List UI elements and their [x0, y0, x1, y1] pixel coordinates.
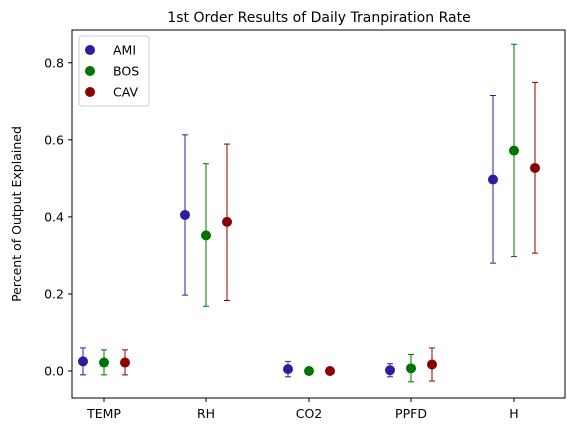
data-point-cav: [427, 359, 437, 370]
chart-title: 1st Order Results of Daily Tranpiration …: [167, 10, 470, 26]
x-tick-label: TEMP: [86, 406, 121, 421]
data-point-bos: [304, 366, 314, 377]
y-axis-label: Percent of Output Explained: [9, 126, 24, 302]
data-point-cav: [325, 366, 335, 377]
plot-area: 0.0 0.2 0.4 0.6 0.8 TEMP RH CO2 PPFD H: [44, 43, 540, 421]
y-tick-label: 0.0: [44, 364, 64, 379]
legend-marker-ami: [85, 45, 95, 55]
data-point-bos: [509, 145, 519, 156]
data-point-cav: [222, 216, 232, 227]
data-point-ami: [488, 174, 498, 185]
x-tick-label: CO2: [296, 406, 323, 421]
data-point-bos: [99, 357, 109, 368]
y-tick-label: 0.2: [44, 286, 64, 301]
y-tick-label: 0.8: [44, 55, 64, 70]
legend-marker-cav: [85, 87, 95, 97]
x-tick-label: PPFD: [395, 406, 427, 421]
legend-label-ami: AMI: [113, 43, 136, 58]
plot-frame: [71, 29, 566, 399]
y-tick-label: 0.4: [44, 209, 64, 224]
data-point-ami: [283, 364, 293, 375]
data-point-cav: [530, 162, 540, 173]
y-tick-label: 0.6: [44, 132, 64, 147]
data-point-bos: [406, 363, 416, 374]
legend: AMI BOS CAV: [78, 35, 150, 107]
legend-marker-bos: [85, 66, 95, 76]
data-point-ami: [180, 209, 190, 220]
data-point-bos: [201, 230, 211, 241]
x-tick-label: H: [509, 406, 518, 421]
data-point-cav: [120, 357, 130, 368]
legend-label-bos: BOS: [113, 64, 139, 79]
legend-box: [78, 35, 150, 107]
x-tick-label: RH: [197, 406, 215, 421]
data-point-ami: [78, 356, 88, 367]
legend-label-cav: CAV: [113, 85, 138, 100]
data-point-ami: [385, 365, 395, 376]
